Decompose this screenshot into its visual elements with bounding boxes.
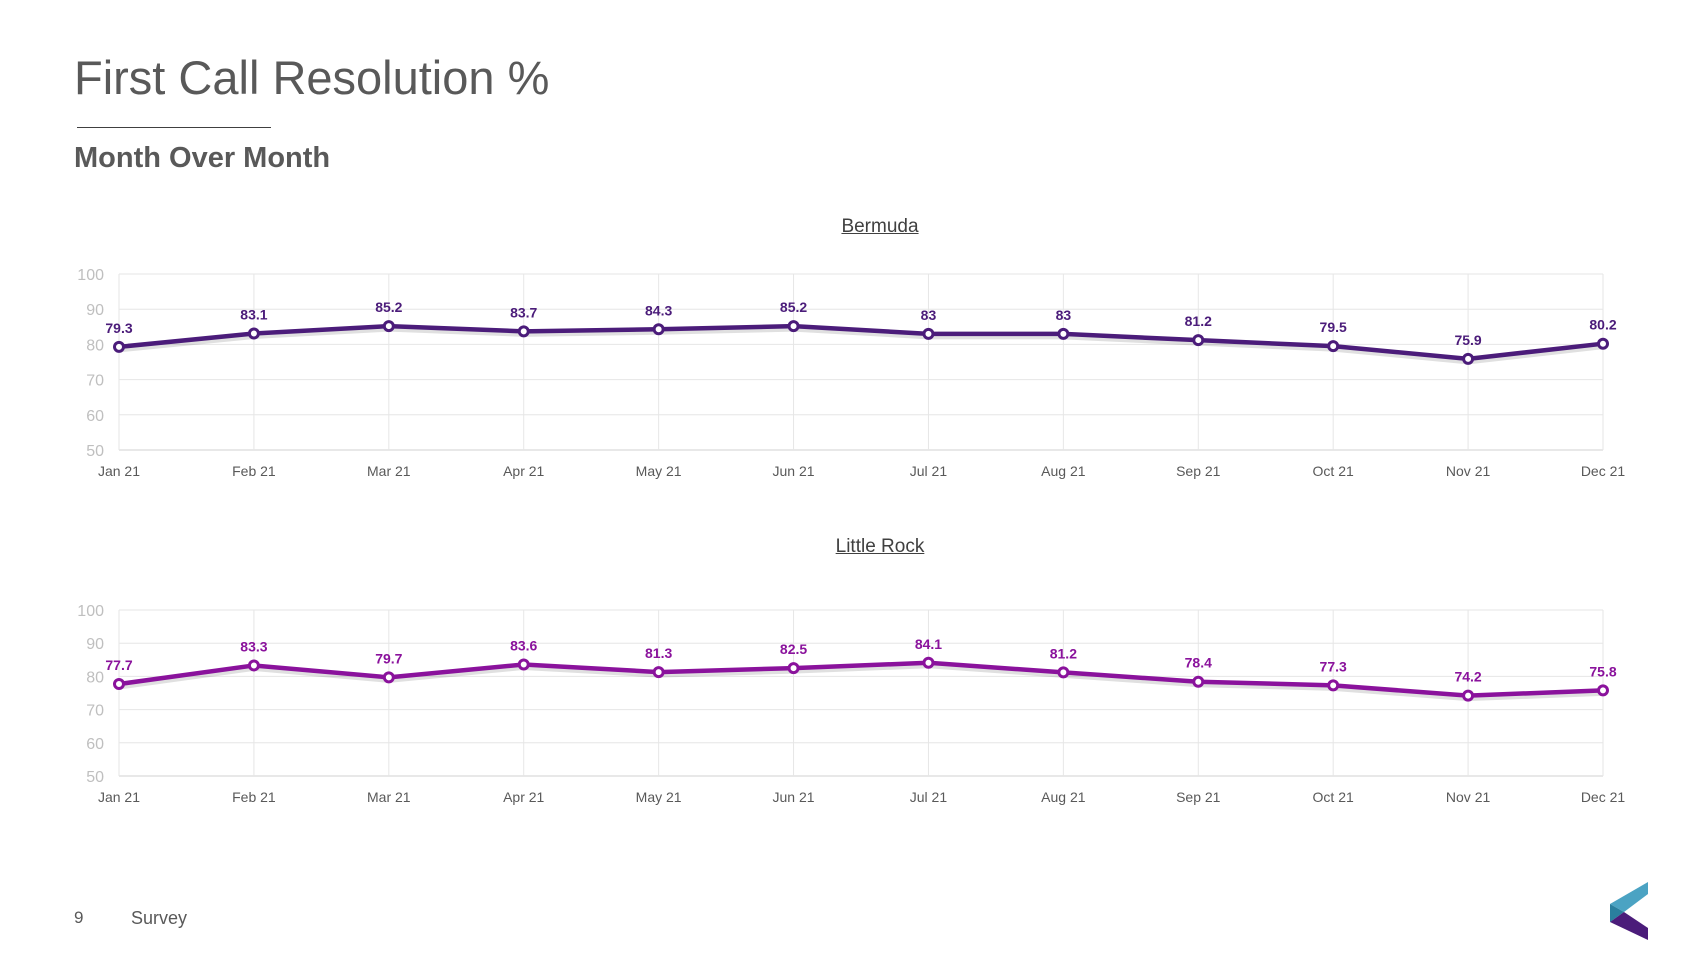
data-label: 81.2 [1185,313,1212,329]
series-line-little-rock [116,660,1606,698]
data-point [1462,689,1475,702]
y-tick-label: 80 [86,669,104,686]
y-tick-label: 90 [86,636,104,653]
data-point [922,656,935,669]
y-tick-label: 50 [86,443,104,460]
data-point [1327,679,1340,692]
page-title: First Call Resolution % [74,51,550,104]
x-tick-label: Jun 21 [773,789,815,805]
data-label: 85.2 [375,299,402,315]
data-point [382,320,395,333]
y-tick-label: 90 [86,302,104,319]
data-point [1462,352,1475,365]
x-tick-label: Aug 21 [1041,789,1086,805]
data-label: 81.2 [1050,645,1077,661]
data-point [652,666,665,679]
data-label: 75.9 [1454,332,1481,348]
x-tick-label: Apr 21 [503,463,544,479]
x-tick-label: Nov 21 [1446,463,1491,479]
chart-title-bermuda: Bermuda [841,216,919,237]
series-line-shadow [116,326,1606,365]
data-point [517,658,530,671]
y-tick-label: 100 [77,267,104,284]
x-tick-label: Mar 21 [367,789,411,805]
y-tick-label: 60 [86,408,104,425]
data-label: 75.8 [1589,663,1616,679]
section-label: Survey [131,908,188,928]
data-point [113,678,125,691]
data-point [1192,334,1205,347]
x-tick-label: Mar 21 [367,463,411,479]
y-tick-label: 60 [86,736,104,753]
data-point [652,323,665,336]
y-tick-label: 50 [86,769,104,786]
data-label: 83.1 [240,306,267,322]
x-tick-label: Apr 21 [503,789,544,805]
y-tick-label: 70 [86,703,104,720]
chart-title-little-rock: Little Rock [835,536,925,557]
data-label: 80.2 [1589,317,1616,333]
data-label: 83 [1056,307,1072,323]
x-tick-label: Dec 21 [1581,463,1626,479]
data-label: 74.2 [1454,669,1481,685]
x-tick-label: Jul 21 [910,463,948,479]
data-label: 84.1 [915,636,942,652]
data-point [1192,675,1205,688]
company-logo-icon [1610,882,1648,940]
data-label: 84.3 [645,302,672,318]
x-tick-label: Aug 21 [1041,463,1086,479]
data-label: 83.6 [510,637,537,653]
y-tick-label: 80 [86,337,104,354]
x-tick-label: Oct 21 [1313,463,1354,479]
data-point [247,659,260,672]
x-tick-label: May 21 [636,789,682,805]
x-tick-label: Jun 21 [773,463,815,479]
x-tick-label: Feb 21 [232,463,276,479]
data-label: 85.2 [780,299,807,315]
data-label: 77.3 [1320,658,1347,674]
x-tick-label: Oct 21 [1313,789,1354,805]
data-label: 79.3 [105,320,132,336]
data-point [1327,340,1340,353]
x-tick-label: Nov 21 [1446,789,1491,805]
data-point [787,662,800,675]
data-point [1057,327,1070,340]
x-tick-label: Sep 21 [1176,789,1221,805]
x-tick-label: Jul 21 [910,789,948,805]
data-label: 83.7 [510,304,537,320]
data-label: 79.5 [1320,319,1347,335]
series-line-bermuda [116,323,1606,362]
data-label: 83 [921,307,937,323]
data-point [922,327,935,340]
data-point [787,320,800,333]
x-tick-label: Jan 21 [98,789,140,805]
data-point [1597,684,1609,697]
chart-bermuda: 50 60 70 80 90 100 Jan 21 Feb 21 Mar 21 Apr 21 May… [77,267,1626,479]
y-tick-label: 100 [77,603,104,620]
data-point [247,327,260,340]
title-underline [77,127,271,128]
x-tick-label: Feb 21 [232,789,276,805]
data-label: 77.7 [105,657,132,673]
x-tick-label: May 21 [636,463,682,479]
x-tick-label: Dec 21 [1581,789,1626,805]
page-number: 9 [74,908,84,927]
data-point [113,340,125,353]
data-point [382,671,395,684]
chart-little-rock: 50 60 70 80 90 100 Jan 21 Feb 21 Mar 21 Apr 21 May… [77,603,1626,805]
page-subtitle: Month Over Month [74,142,331,174]
data-label: 82.5 [780,641,807,657]
data-point [1597,337,1609,350]
data-label: 78.4 [1185,655,1212,671]
data-point [517,325,530,338]
x-tick-label: Sep 21 [1176,463,1221,479]
series-line-shadow [116,663,1606,702]
y-tick-label: 70 [86,373,104,390]
data-label: 83.3 [240,638,267,654]
data-label: 79.7 [375,650,402,666]
x-tick-label: Jan 21 [98,463,140,479]
data-label: 81.3 [645,645,672,661]
data-point [1057,666,1070,679]
